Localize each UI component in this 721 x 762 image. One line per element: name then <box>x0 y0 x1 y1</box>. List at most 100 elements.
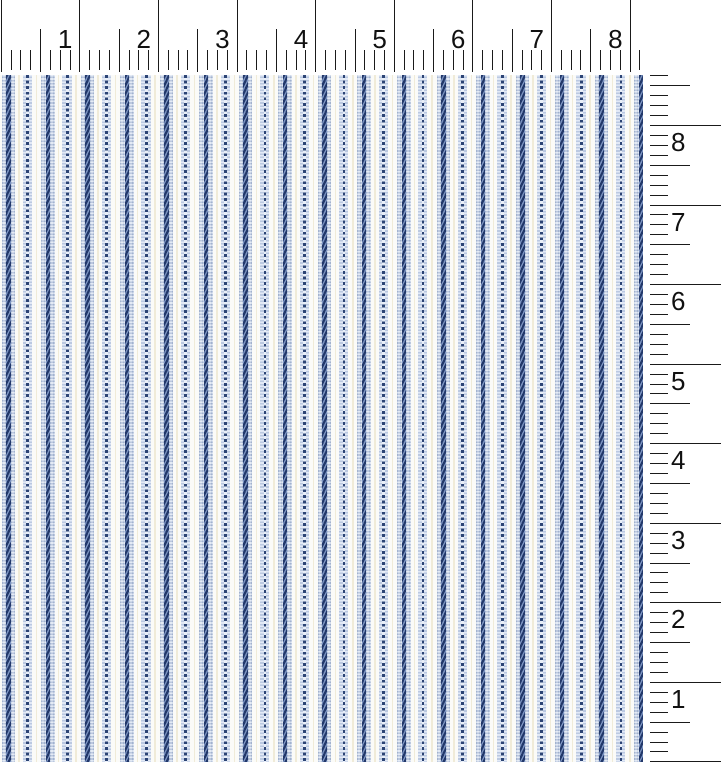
eighth-inch-tick <box>650 751 668 753</box>
cream-pinstripe <box>532 75 534 762</box>
cream-pinstripe <box>611 75 614 762</box>
eighth-inch-tick <box>650 383 668 385</box>
cream-pinstripe <box>18 75 20 762</box>
eighth-inch-tick <box>650 532 668 534</box>
eighth-inch-tick <box>650 303 668 305</box>
fabric-swatch <box>0 75 643 762</box>
eighth-inch-tick <box>650 691 668 693</box>
eighth-inch-tick <box>482 50 484 70</box>
cream-pinstripe <box>35 75 38 762</box>
eighth-inch-tick <box>650 592 668 594</box>
ruler-number: 3 <box>671 524 686 555</box>
eighth-inch-tick <box>364 50 366 70</box>
eighth-inch-tick <box>69 50 71 70</box>
eighth-inch-tick <box>266 50 268 70</box>
eighth-inch-tick <box>89 50 91 70</box>
dash-stripe-navy-center <box>382 75 385 762</box>
dash-stripe-navy-center <box>224 75 227 762</box>
eighth-inch-tick <box>216 50 218 70</box>
ruler-number: 7 <box>671 206 686 237</box>
stripe-repeat <box>237 75 277 762</box>
eighth-inch-tick <box>650 542 668 544</box>
twill-stripe-navy-center <box>243 75 248 762</box>
eighth-inch-tick <box>295 50 297 70</box>
ruler-number: 2 <box>136 24 151 54</box>
twill-stripe-navy-center <box>124 75 130 762</box>
half-inch-tick <box>650 721 690 723</box>
eighth-inch-tick <box>650 224 668 226</box>
eighth-inch-tick <box>650 95 668 97</box>
stripe-repeat <box>356 75 396 762</box>
eighth-inch-tick <box>531 50 533 70</box>
cream-pinstripe <box>233 75 236 762</box>
eighth-inch-tick <box>108 50 110 70</box>
eighth-inch-tick <box>650 313 668 315</box>
twill-stripe-navy-center <box>282 75 288 762</box>
inch-tick <box>79 0 81 72</box>
dash-stripe-navy-center <box>303 75 306 762</box>
twill-stripe-navy-center <box>45 75 51 762</box>
stripe-repeat <box>554 75 594 762</box>
stripe-repeat <box>396 75 436 762</box>
twill-stripe-navy-center <box>164 75 169 762</box>
cream-pinstripe <box>97 75 99 762</box>
eighth-inch-tick <box>650 463 668 465</box>
half-inch-tick <box>650 85 690 87</box>
eighth-inch-tick <box>492 50 494 70</box>
inch-tick <box>650 602 721 604</box>
dash-stripe-navy-center <box>105 75 109 762</box>
twill-stripe-navy-center <box>322 75 327 762</box>
eighth-inch-tick <box>560 50 562 70</box>
eighth-inch-tick <box>650 731 668 733</box>
inch-tick <box>650 443 721 445</box>
stripe-repeat <box>0 75 40 762</box>
cream-pinstripe <box>136 75 139 762</box>
cream-pinstripe <box>571 75 574 762</box>
eighth-inch-tick <box>650 582 668 584</box>
cream-pinstripe <box>75 75 77 762</box>
dash-stripe-navy-center <box>144 75 148 762</box>
eighth-inch-tick <box>49 50 51 70</box>
eighth-inch-tick <box>650 473 668 475</box>
dash-stripe-navy-center <box>619 75 623 762</box>
inch-tick <box>650 125 721 126</box>
ruler-number: 5 <box>671 365 686 396</box>
eighth-inch-tick <box>256 50 258 70</box>
ruler-number: 2 <box>671 604 686 635</box>
cream-pinstripe <box>176 75 178 762</box>
eighth-inch-tick <box>462 50 464 70</box>
eighth-inch-tick <box>650 234 668 236</box>
eighth-inch-tick <box>521 50 523 70</box>
half-inch-tick <box>40 29 42 72</box>
eighth-inch-tick <box>650 701 668 703</box>
twill-stripe-navy-center <box>401 75 406 762</box>
eighth-inch-tick <box>285 50 287 70</box>
half-inch-tick <box>354 29 356 72</box>
eighth-inch-tick <box>207 50 209 70</box>
eighth-inch-tick <box>650 512 668 514</box>
eighth-inch-tick <box>609 50 611 70</box>
stripe-repeat <box>435 75 475 762</box>
inch-tick <box>650 204 721 206</box>
eighth-inch-tick <box>650 294 668 296</box>
twill-stripe-navy-center <box>638 75 643 762</box>
eighth-inch-tick <box>59 50 61 70</box>
eighth-inch-tick <box>30 50 32 70</box>
eighth-inch-tick <box>650 492 668 494</box>
ruler-number: 3 <box>215 24 230 54</box>
ruler-number: 8 <box>608 24 623 54</box>
twill-stripe-navy-center <box>361 75 367 762</box>
cream-pinstripe <box>114 75 117 762</box>
eighth-inch-tick <box>650 572 668 574</box>
stripe-repeat <box>277 75 317 762</box>
eighth-inch-tick <box>650 502 668 504</box>
eighth-inch-tick <box>226 50 228 70</box>
eighth-inch-tick <box>650 184 668 186</box>
half-inch-tick <box>650 482 690 484</box>
half-inch-tick <box>650 403 690 405</box>
eighth-inch-tick <box>650 741 668 743</box>
dash-stripe-navy-center <box>342 75 346 762</box>
inch-tick <box>315 0 317 72</box>
eighth-inch-tick <box>650 671 668 673</box>
eighth-inch-tick <box>325 50 327 70</box>
